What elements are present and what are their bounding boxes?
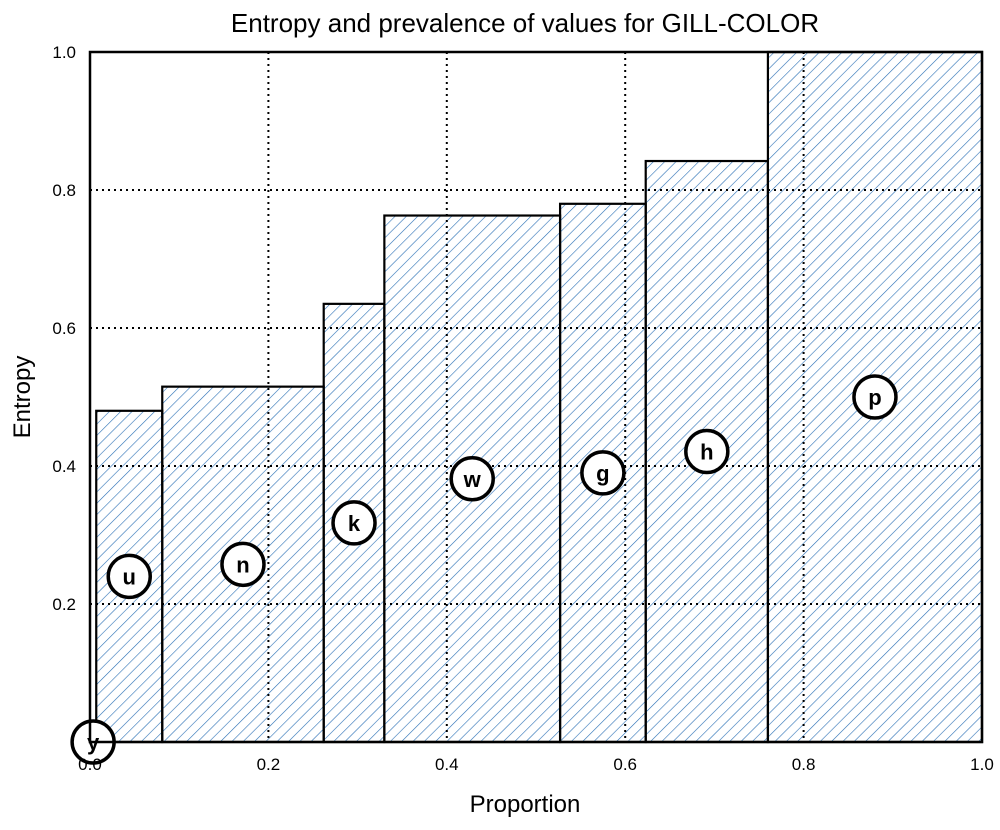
y-tick-labels: 0.2 0.4 0.6 0.8 1.0 — [52, 43, 76, 614]
chart-title: Entropy and prevalence of values for GIL… — [231, 8, 819, 38]
bar-label-badges: yu nkw ghp — [70, 374, 898, 765]
x-tick-label: 0.2 — [257, 755, 281, 774]
bar-label-h: h — [684, 428, 730, 475]
bar-label-w: w — [449, 456, 495, 502]
bars-group — [95, 50, 984, 744]
bar-label-g: g — [580, 450, 626, 496]
y-tick-label: 0.4 — [52, 457, 76, 476]
bar-label-n: n — [220, 541, 266, 588]
x-tick-label: 0.4 — [435, 755, 459, 774]
badge-text: h — [700, 440, 713, 465]
grid-lines — [90, 52, 982, 742]
badge-circle — [331, 500, 377, 546]
badge-circle — [852, 374, 898, 420]
y-axis-label: Entropy — [9, 356, 36, 439]
badge-circle — [580, 450, 626, 496]
x-tick-label: 1.0 — [970, 755, 994, 774]
y-tick-label: 1.0 — [52, 43, 76, 62]
badge-text: n — [236, 552, 249, 577]
badge-circle — [684, 428, 730, 475]
bar-label-u: u — [106, 553, 152, 600]
plot-frame — [88, 50, 984, 744]
bar-label-k: k — [331, 500, 377, 546]
bar-label-p: p — [852, 374, 898, 420]
x-tick-label: 0.8 — [792, 755, 816, 774]
y-tick-label: 0.2 — [52, 595, 76, 614]
badge-circle — [449, 456, 495, 502]
badge-circle — [106, 553, 152, 600]
badge-text: u — [123, 564, 136, 589]
badge-text: w — [463, 467, 482, 492]
badge-text: k — [348, 511, 361, 536]
badge-circle — [220, 541, 266, 588]
x-tick-label: 0.0 — [78, 755, 102, 774]
badge-text: p — [868, 385, 881, 410]
y-tick-label: 0.8 — [52, 181, 76, 200]
x-tick-label: 0.6 — [613, 755, 637, 774]
x-axis-label: Proportion — [470, 791, 581, 818]
badge-text: g — [596, 461, 609, 486]
x-tick-labels: 0.0 0.2 0.4 0.6 0.8 1.0 — [78, 755, 994, 774]
y-tick-label: 0.6 — [52, 319, 76, 338]
